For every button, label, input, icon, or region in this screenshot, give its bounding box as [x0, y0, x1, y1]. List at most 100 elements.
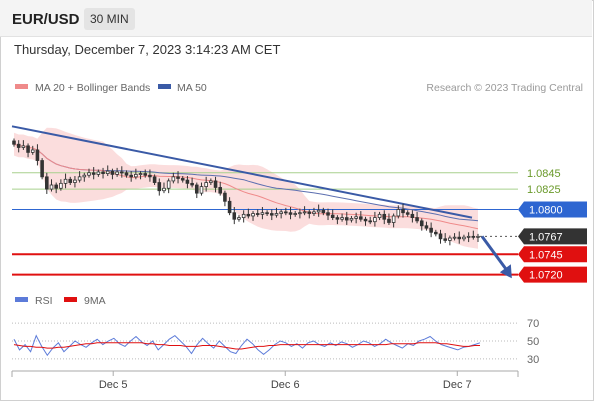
candle-body [16, 143, 21, 148]
candle-body [110, 170, 115, 175]
candle-body [373, 217, 377, 223]
rsi-tick-50: 50 [527, 336, 539, 348]
bollinger-band-area [14, 127, 478, 249]
candle [204, 176, 208, 192]
candle [462, 234, 466, 242]
candle-body [120, 171, 124, 174]
x-tick-label: Dec 7 [443, 379, 472, 391]
candle [96, 169, 101, 177]
level-label-1.0767: 1.0767 [529, 231, 563, 243]
candle-body [429, 227, 433, 233]
candle [382, 210, 387, 225]
ma9-legend-swatch [64, 297, 77, 302]
candles [12, 138, 480, 246]
candle [293, 211, 298, 217]
candle [152, 174, 157, 185]
candle [185, 176, 190, 189]
candle-body [101, 171, 105, 174]
candle [354, 212, 358, 224]
trendline [11, 125, 473, 219]
ma50-legend-label: MA 50 [177, 82, 207, 94]
candle [288, 207, 293, 220]
candle [419, 218, 424, 231]
candle [120, 166, 124, 178]
candle-body [330, 214, 335, 219]
candle [194, 182, 199, 199]
candle-body [21, 145, 26, 148]
level-labels: 1.0845 1.0825 1.0800 1.0767 1.0745 1.0720 [518, 168, 587, 283]
candle-body [312, 211, 316, 214]
candle-body [45, 176, 49, 190]
candle [274, 207, 279, 218]
candle-body [115, 171, 119, 175]
level-label-1.0800: 1.0800 [529, 204, 563, 216]
candle [166, 178, 171, 194]
level-tag-bg-1.0800 [518, 201, 587, 218]
candle [232, 207, 237, 225]
candle [12, 138, 16, 147]
candle [54, 182, 58, 194]
timeframe-badge[interactable]: 30 MIN [84, 8, 135, 30]
ma50-line [37, 149, 479, 222]
candle [415, 211, 419, 224]
candle [45, 172, 49, 194]
candle-body [269, 213, 274, 216]
candle-body [218, 187, 223, 194]
candle [91, 167, 96, 180]
candle [284, 207, 288, 216]
moving-averages [13, 143, 479, 230]
candle [115, 167, 119, 177]
candle-body [213, 180, 218, 188]
forecast-arrow-head [499, 264, 512, 279]
candle [330, 209, 335, 221]
bollinger-band [14, 127, 478, 249]
candle-body [237, 217, 241, 220]
timestamp: Thursday, December 7, 2023 3:14:23 AM CE… [14, 42, 281, 57]
candle [405, 210, 410, 217]
candle [26, 143, 30, 158]
candle-body [396, 209, 401, 217]
candle-body [284, 211, 288, 214]
candle [227, 197, 232, 216]
candle-body [180, 178, 185, 181]
candle-body [466, 235, 471, 238]
candle-body [293, 213, 298, 215]
candle [138, 171, 143, 180]
price-legend: MA 20 + Bollinger Bands MA 50 Research ©… [15, 82, 583, 94]
level-label-1.0845: 1.0845 [527, 168, 561, 180]
candle-body [443, 238, 447, 241]
candle [255, 209, 260, 217]
candle [476, 233, 480, 243]
candle-body [335, 217, 340, 220]
candle-body [354, 216, 358, 219]
header-bar: EUR/USD 30 MIN [0, 0, 592, 37]
candle-body [227, 200, 232, 214]
candle [471, 230, 476, 240]
candle [326, 208, 330, 221]
candle-body [129, 174, 133, 178]
candle-body [152, 176, 157, 183]
candle-body [391, 215, 396, 223]
candle-body [143, 173, 148, 176]
rsi-legend-label: RSI [35, 295, 53, 307]
candle-body [148, 174, 152, 178]
candle [59, 179, 63, 191]
rsi-line [13, 334, 481, 357]
candle [105, 165, 110, 177]
candle [49, 179, 54, 192]
level-tag-1.0767: 1.0767 [518, 228, 587, 245]
ma50-legend-swatch [158, 84, 171, 89]
candle [63, 173, 68, 189]
candle-body [462, 236, 466, 240]
candle-body [401, 209, 405, 214]
candle [148, 169, 152, 182]
candle-body [326, 212, 330, 216]
candle [87, 168, 91, 178]
candle [448, 235, 452, 246]
candle-body [274, 213, 279, 216]
candle [77, 171, 82, 183]
candle-body [138, 173, 143, 175]
candle [101, 167, 105, 179]
rsi-tick-30: 30 [527, 354, 539, 366]
level-tag-bg-1.0767 [518, 228, 587, 245]
